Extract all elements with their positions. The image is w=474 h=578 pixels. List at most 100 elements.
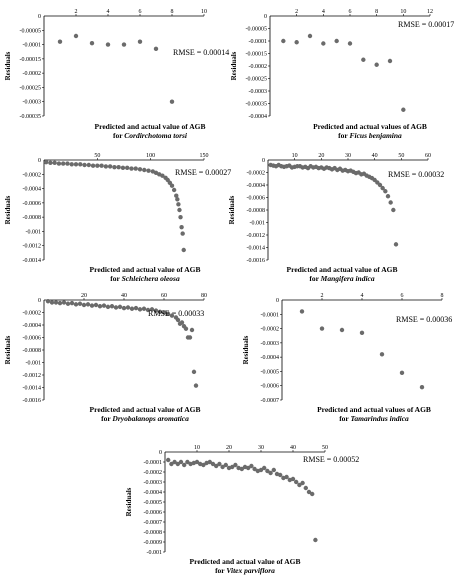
x-tick-label: 6 — [139, 9, 142, 15]
data-point — [193, 383, 199, 388]
data-point — [90, 163, 96, 168]
data-point — [387, 58, 393, 64]
data-point — [307, 33, 313, 39]
y-tick-label: -0.001 — [26, 229, 42, 235]
data-point — [284, 474, 289, 480]
data-point — [271, 467, 276, 473]
data-point — [73, 162, 79, 167]
y-tick-label: -0.0007 — [144, 520, 163, 526]
data-point — [268, 470, 273, 476]
data-point — [187, 335, 193, 340]
data-point — [53, 300, 59, 305]
data-point — [379, 352, 385, 357]
data-point — [393, 242, 399, 247]
data-point — [258, 467, 264, 473]
data-point — [177, 207, 182, 213]
data-point — [105, 42, 111, 47]
caption-species-line: for Mangifera indica — [309, 274, 375, 283]
y-axis-label: Residuals — [242, 335, 250, 364]
data-point — [223, 462, 228, 468]
y-tick-label: -0.0001 — [144, 460, 163, 466]
y-tick-label: -0.0006 — [261, 384, 280, 390]
y-tick-label: -0.00005 — [20, 28, 42, 34]
caption-species-line: for Dryobalanops aromatica — [101, 414, 189, 423]
data-point — [103, 164, 109, 169]
x-tick-label: 20 — [81, 293, 87, 299]
data-point — [180, 231, 185, 236]
data-point — [161, 310, 167, 315]
y-tick-label: -0.0003 — [249, 89, 268, 95]
data-point — [383, 189, 388, 194]
data-point — [265, 468, 270, 474]
data-point — [86, 162, 92, 168]
y-tick-label: -0.0004 — [144, 490, 163, 496]
y-tick-label: 0 — [38, 14, 41, 20]
y-axis-label: Residuals — [125, 487, 133, 516]
caption-prefix: for — [110, 274, 121, 283]
data-point — [137, 39, 143, 44]
caption-species-line: for Ficus benjamina — [338, 131, 402, 140]
data-point — [121, 42, 127, 47]
y-tick-label: -0.0002 — [261, 327, 280, 333]
data-point — [73, 302, 79, 307]
data-point — [359, 330, 365, 336]
y-tick-label: -0.0006 — [23, 201, 42, 207]
x-tick-label: 4 — [361, 293, 364, 299]
data-point — [374, 62, 379, 67]
data-point — [281, 38, 286, 44]
y-tick-label: -0.0014 — [23, 386, 42, 392]
y-tick-label: -0.0002 — [23, 172, 42, 178]
y-tick-label: 0 — [262, 158, 265, 164]
data-point — [194, 459, 200, 465]
rmse-label: RMSE = 0.00032 — [388, 170, 444, 179]
x-tick-label: 20 — [226, 445, 232, 451]
data-point — [185, 459, 190, 465]
y-tick-label: -0.0001 — [23, 43, 42, 49]
y-tick-label: -0.0004 — [23, 187, 42, 193]
x-tick-label: 10 — [400, 9, 406, 15]
chart-panel-c: 50 100 150 -0.0002 -0.0004 -0.0006 -0.0008 -0.0… — [4, 153, 231, 283]
y-tick-label: -0.00025 — [20, 85, 42, 91]
data-point — [141, 306, 147, 311]
data-point — [69, 300, 75, 306]
data-point — [61, 300, 67, 305]
data-point — [99, 163, 104, 168]
caption-prefix: for — [339, 414, 350, 423]
x-tick-label: 4 — [107, 9, 110, 15]
data-point — [294, 40, 299, 45]
caption-species: Mangifera indica — [320, 274, 375, 283]
caption-species: Vitex parviflora — [226, 566, 275, 575]
data-point — [117, 304, 123, 310]
data-point — [149, 307, 155, 312]
data-point — [172, 459, 177, 465]
data-point — [78, 162, 83, 167]
caption-title: Predicted and actual value of AGB — [287, 265, 398, 274]
y-tick-label: -0.0008 — [23, 348, 42, 354]
data-point — [181, 247, 186, 253]
y-tick-label: -0.0003 — [144, 480, 163, 486]
data-point — [377, 182, 383, 188]
data-point — [146, 168, 151, 173]
y-tick-label: -0.0002 — [247, 171, 266, 177]
data-point — [121, 305, 127, 311]
data-point — [169, 461, 174, 467]
y-tick-label: -0.00035 — [20, 114, 42, 120]
caption-prefix: for — [215, 566, 226, 575]
data-point — [169, 183, 175, 188]
caption-species-line: for Tamarindus indica — [339, 414, 409, 423]
rmse-label: RMSE = 0.00052 — [303, 455, 359, 464]
y-tick-label: -0.0004 — [23, 323, 42, 329]
data-point — [262, 465, 267, 471]
x-tick-label: 2 — [295, 9, 298, 15]
y-tick-label: -0.001 — [147, 550, 163, 556]
caption-prefix: for — [338, 131, 349, 140]
x-tick-label: 40 — [372, 153, 378, 159]
rmse-label: RMSE = 0.00033 — [148, 309, 204, 318]
y-tick-label: -0.0012 — [23, 373, 42, 379]
data-point — [321, 41, 326, 46]
rmse-label: RMSE = 0.00027 — [175, 168, 231, 177]
data-point — [129, 306, 135, 311]
data-point — [85, 302, 91, 307]
data-point — [319, 326, 325, 331]
data-point — [388, 200, 393, 205]
